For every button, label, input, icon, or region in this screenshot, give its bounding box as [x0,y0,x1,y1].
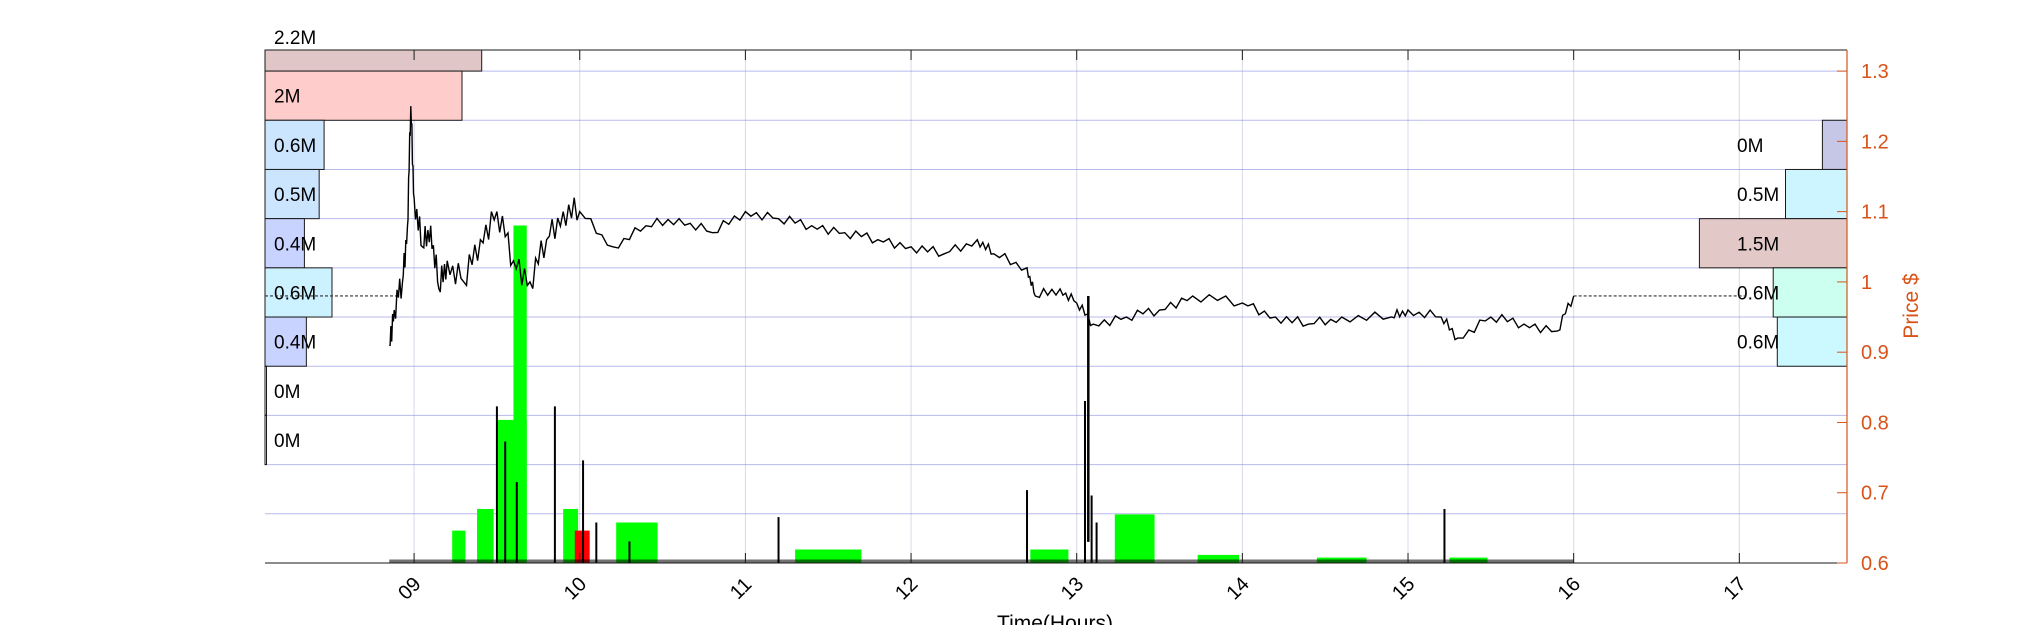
volume-bar [452,530,466,563]
y-tick-label: 1.3 [1861,61,1889,83]
volume-bar [513,225,527,563]
x-tick-label: 12 [891,573,922,604]
volume-profile-bar-right [1772,267,1848,318]
y-axis-title: Price $ [1900,273,1923,339]
volume-bar [563,509,579,563]
x-tick-label: 16 [1554,573,1585,604]
plot-area [265,50,1847,563]
volume-profile-label-left: 0.4M [274,333,316,354]
volume-profile-label-left: 0.5M [274,185,316,206]
volume-profile-bar-left [264,49,483,72]
volume-profile-label-right: 0M [1737,136,1763,157]
x-tick-label: 14 [1222,573,1253,604]
volume-profile-bar-left [264,414,267,466]
volume-bar [1197,554,1240,563]
volume-profile-bar-right [1785,168,1848,220]
volume-profile-left: 2.2M 2M 0.6M 0.5M 0.4M 0.6M 0.4M 0M 0M [264,28,483,466]
volume-profile-label-left: 0.6M [274,136,316,157]
x-tick-label: 13 [1057,573,1088,604]
volume-profile-bar-left [264,365,267,416]
volume-profile-label-left: 2.2M [274,28,316,49]
x-tick-label: 10 [560,573,591,604]
volume-profile-label-left: 2M [274,87,300,108]
y-tick-label: 0.9 [1861,342,1889,364]
volume-bar [1114,514,1155,563]
y-tick-label: 1.1 [1861,202,1889,224]
volume-profile-label-left: 0M [274,431,300,452]
volume-profile-label-left: 0.6M [274,283,316,304]
x-tick-label: 11 [726,574,756,604]
x-tick-label: 09 [394,573,425,604]
x-tick-label: 17 [1719,573,1750,604]
volume-profile-bar-left [264,316,307,367]
price-line [389,106,1575,347]
volume-profile-bar-right [1821,119,1848,170]
volume-profile-bar-right [1698,218,1848,269]
volume-bar [477,509,494,563]
volume-profile-bar-left [264,267,333,318]
volume-profile-right: 0M 0.5M 1.5M 0.6M 0.6M [1698,119,1848,367]
volume-bar [616,522,658,563]
volume-profile-label-right: 1.5M [1737,234,1779,255]
x-axis-title: Time(Hours) [997,612,1113,625]
volume-profile-label-right: 0.6M [1737,283,1779,304]
volume-profile-bar-right [1776,316,1848,367]
volume-profile-label-right: 0.6M [1737,333,1779,354]
x-tick-label: 15 [1388,573,1419,604]
y-tick-label: 0.7 [1861,483,1889,505]
volume-bars [389,225,1574,563]
volume-profile-label-left: 0M [274,382,300,403]
volume-profile-label-right: 0.5M [1737,185,1779,206]
y-tick-label: 0.8 [1861,412,1889,434]
volume-profile-bar-left [264,218,305,269]
price-series [265,106,1748,542]
y-tick-label: 0.6 [1861,553,1889,575]
y-tick-label: 1.2 [1861,131,1889,153]
y-tick-label: 1 [1861,272,1872,294]
volume-profile-bar-left [264,70,463,121]
volume-profile-label-left: 0.4M [274,234,316,255]
volume-profile-bar-left [264,168,320,220]
